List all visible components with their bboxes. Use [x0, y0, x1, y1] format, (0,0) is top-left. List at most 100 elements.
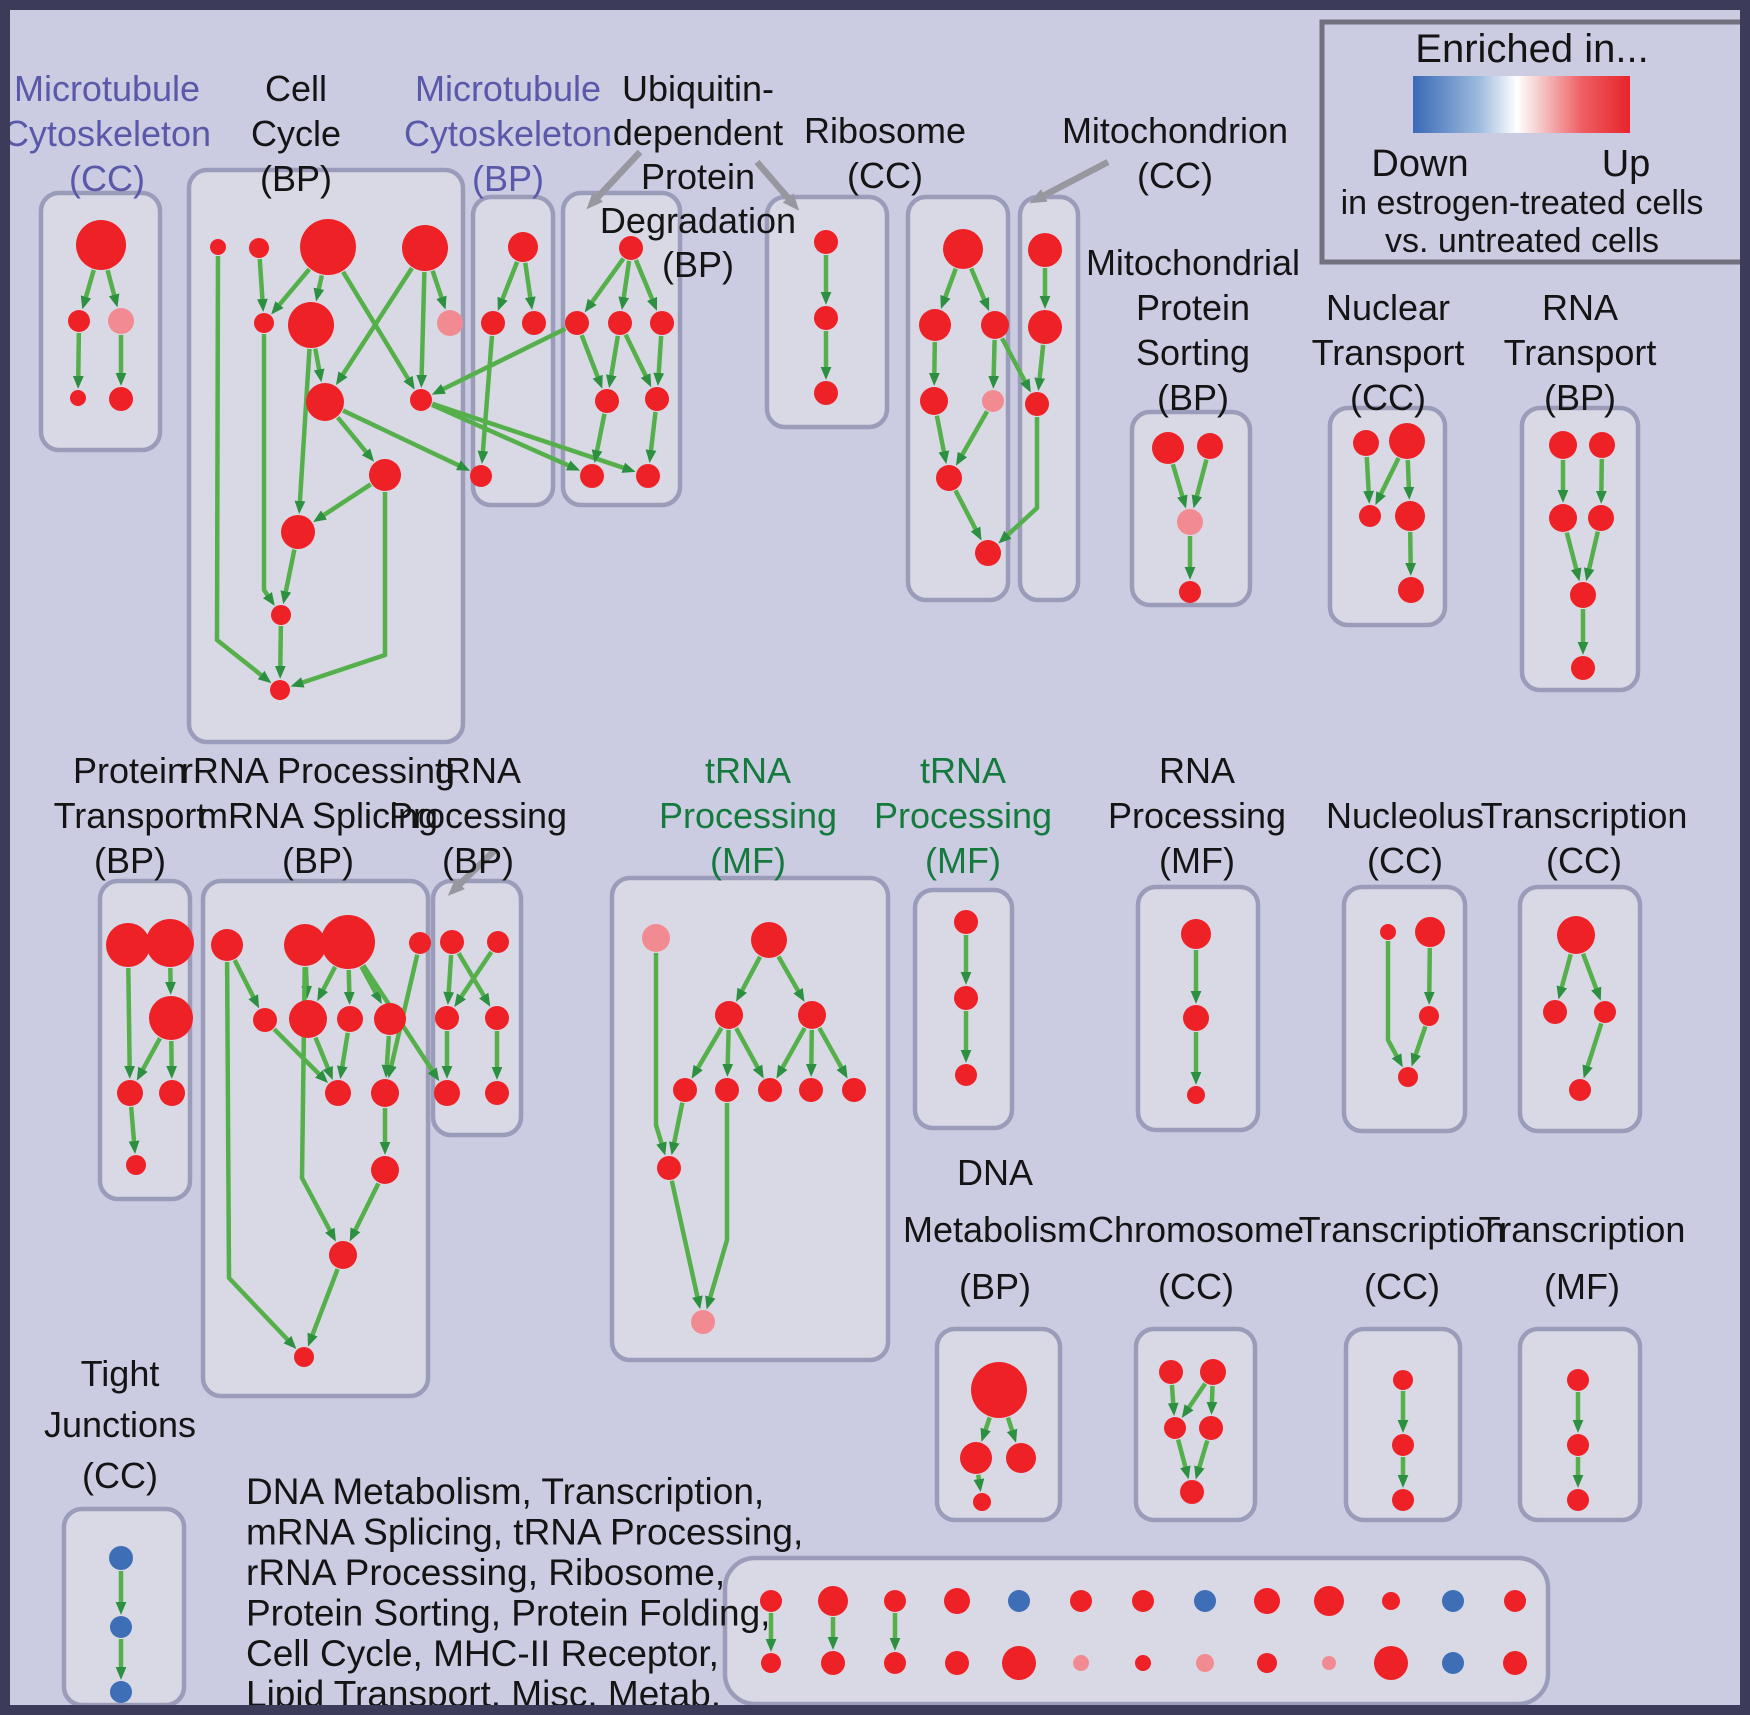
edge-K3-K5 [1175, 1439, 1191, 1480]
edge-G11-G12 [349, 1182, 381, 1242]
cluster-box-mitochondrion [1017, 194, 1081, 603]
cluster-label-mito-sorting: Mitochondrial Protein Sorting (BP) [1086, 242, 1300, 418]
cluster-label-protein-transport: Protein Transport (BP) [54, 750, 207, 881]
go-term-node-TA [440, 930, 464, 954]
edge-C3-C6 [313, 274, 325, 302]
edge-U1-U3 [618, 260, 632, 311]
edge-C4-C7 [430, 270, 447, 310]
edge-TA-TC [443, 954, 455, 1005]
go-term-node-TJ1 [109, 1546, 133, 1570]
edge-U4-U7 [653, 335, 665, 386]
cluster-label-trna-bp: tRNA Processing (BP) [389, 750, 567, 881]
cluster-label-tight-junctions: Tight Junctions (CC) [44, 1353, 196, 1496]
go-term-node-TJ2 [110, 1616, 132, 1638]
legend: Enriched in... Down Up in estrogen-treat… [1319, 19, 1746, 265]
go-term-node-C4 [402, 225, 448, 271]
go-term-node-WT4 [944, 1588, 970, 1614]
go-term-node-Q6 [1571, 656, 1595, 680]
cluster-box-nucleolus [1341, 884, 1468, 1134]
edge-N2-N4 [1403, 459, 1415, 500]
go-term-node-Z2 [1543, 1000, 1567, 1024]
go-term-node-R7 [975, 540, 1001, 566]
go-term-node-P6 [126, 1155, 146, 1175]
edge-R4-R6 [934, 415, 950, 465]
edge-C2-C5 [256, 258, 268, 312]
edge-P1-P4 [124, 967, 136, 1079]
edge-R1-R2 [940, 267, 958, 309]
go-term-node-Y4 [1398, 1067, 1418, 1087]
go-term-node-G5 [253, 1008, 277, 1032]
go-term-node-C2 [249, 238, 269, 258]
cluster-label-transcription-cc-3: Transcription (CC) [1299, 1209, 1506, 1307]
edge-C10-C11 [313, 482, 373, 523]
go-term-node-G1 [211, 929, 243, 961]
go-term-node-W2 [954, 986, 978, 1010]
go-term-node-G2 [284, 924, 326, 966]
edge-K2-K4 [1206, 1385, 1218, 1415]
cluster-label-ribosome: Ribosome (CC) [804, 110, 966, 196]
cluster-box-microtubule-cc [38, 190, 163, 453]
go-term-node-G6 [289, 1000, 327, 1038]
go-term-node-D3 [1006, 1443, 1036, 1473]
edge-S2-S3 [1191, 458, 1209, 509]
go-term-node-T3 [1025, 392, 1049, 416]
edge-C6-C11 [294, 348, 312, 514]
edge-B1-B2 [497, 261, 520, 311]
go-term-node-U7 [645, 387, 669, 411]
edge-H2-H4 [776, 955, 805, 1002]
edge-N2-N3 [1375, 457, 1401, 506]
legend-title: Enriched in... [1415, 27, 1648, 71]
go-term-node-Q2 [1589, 432, 1615, 458]
edge-U1-U4 [633, 259, 658, 311]
edge-U5-U6 [591, 413, 607, 464]
cluster-label-transcription-mf: Transcription (MF) [1479, 1209, 1686, 1307]
go-term-node-WB8 [1196, 1654, 1214, 1672]
edge-G5-G9 [272, 1027, 329, 1084]
legend-subtitle-line2: vs. untreated cells [1385, 222, 1659, 260]
go-term-node-N4 [1395, 501, 1425, 531]
go-term-node-V1 [814, 230, 838, 254]
edge-G8-G10 [381, 1035, 393, 1078]
edge-G3-G7 [343, 969, 355, 1005]
go-term-node-U8 [636, 464, 660, 488]
go-term-node-P1 [106, 923, 150, 967]
edge-H3-H7 [734, 1027, 764, 1079]
edge-Y2-Y3 [1423, 947, 1435, 1005]
go-term-node-N2 [1389, 423, 1425, 459]
go-term-node-Y1 [1380, 924, 1396, 940]
label-pointer-arrow-trna-bp [447, 847, 498, 896]
go-term-node-WT6 [1070, 1590, 1092, 1612]
edge-C8-C10 [335, 416, 375, 462]
go-term-node-V2 [814, 306, 838, 330]
edge-Y3-Y4 [1410, 1025, 1428, 1067]
cluster-box-dna-metabolism [934, 1326, 1063, 1523]
legend-box [1319, 19, 1746, 265]
go-term-node-TJ3 [110, 1681, 132, 1703]
edge-H5-H10 [668, 1102, 685, 1156]
edge-TA-TD [456, 952, 491, 1007]
go-term-node-H3 [715, 1001, 743, 1029]
edge-P3-P4 [136, 1037, 162, 1081]
go-term-node-WB1 [761, 1653, 781, 1673]
cluster-box-shared-terms [722, 1555, 1551, 1707]
go-term-node-M3 [108, 308, 134, 334]
edge-C10-C13 [290, 492, 388, 688]
cluster-label-trna-mf-2: tRNA Processing (MF) [874, 750, 1052, 881]
edge-G1-G5 [232, 959, 260, 1009]
edge-K1-K3 [1167, 1384, 1179, 1416]
go-term-node-U3 [608, 311, 632, 335]
go-term-node-H5 [673, 1078, 697, 1102]
go-term-node-WB5 [1002, 1646, 1036, 1680]
go-term-node-X1 [1181, 919, 1211, 949]
go-term-node-WB10 [1322, 1656, 1336, 1670]
edge-H6-H11 [705, 1103, 730, 1310]
edge-C6-C8 [313, 348, 325, 383]
go-term-node-Y3 [1419, 1006, 1439, 1026]
edge-N1-N3 [1363, 456, 1375, 504]
go-term-node-B3 [522, 311, 546, 335]
edge-C4-C8 [335, 266, 414, 386]
go-term-node-G10 [371, 1079, 399, 1107]
go-term-node-M2 [68, 310, 90, 332]
go-term-node-H10 [657, 1156, 681, 1180]
